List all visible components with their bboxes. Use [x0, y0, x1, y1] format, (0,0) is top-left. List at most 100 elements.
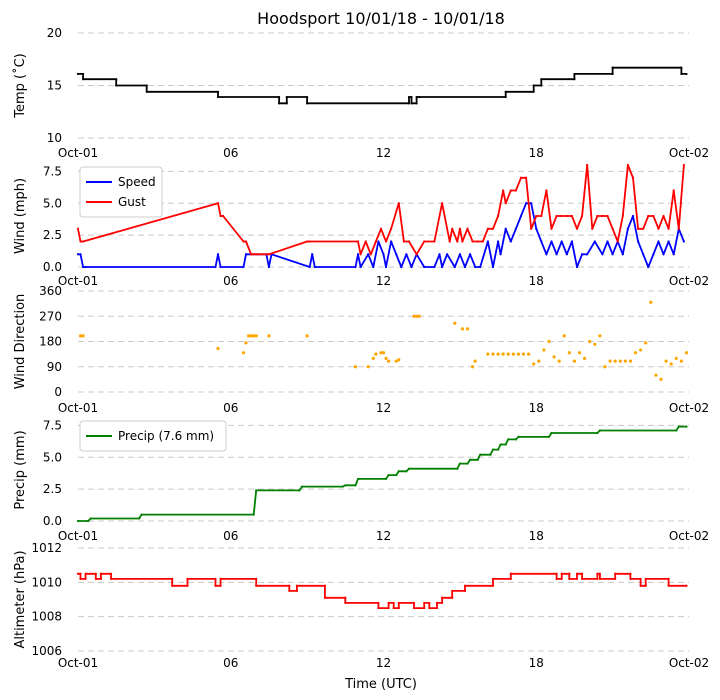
data-point [219, 577, 222, 581]
data-point [540, 240, 543, 243]
data-point [387, 606, 390, 610]
data-point [606, 214, 609, 218]
data-point [491, 352, 495, 356]
data-point [387, 474, 390, 477]
data-point [305, 334, 309, 338]
data-point [219, 214, 222, 218]
data-point [675, 429, 678, 432]
data-point [504, 202, 507, 205]
data-point [491, 577, 495, 581]
data-point [463, 584, 467, 587]
data-point [219, 265, 222, 269]
data-point [407, 95, 411, 99]
data-point [145, 84, 148, 87]
data-point [560, 577, 563, 581]
data-point [598, 334, 602, 338]
data-point [423, 606, 426, 610]
data-point [580, 253, 584, 256]
data-point [252, 253, 255, 256]
data-point [451, 596, 454, 599]
data-point [423, 240, 426, 243]
panel-2: 0.0 2.5 5.0 7.5 Wind (mph) Oct-01 06 12 18 Oct-02… [13, 163, 709, 288]
data-point [540, 84, 543, 87]
data-point [667, 227, 670, 230]
y-tick-label: 20 [47, 26, 62, 40]
data-point [89, 517, 92, 520]
data-point [491, 448, 495, 451]
x-tick-label: 06 [223, 656, 238, 670]
data-point [598, 572, 601, 575]
data-point [540, 214, 543, 218]
data-point [639, 577, 642, 581]
data-point [412, 606, 416, 610]
x-tick-label: Oct-01 [58, 401, 98, 415]
data-point [507, 438, 510, 441]
data-point [418, 95, 421, 99]
data-point [344, 601, 347, 605]
data-point [517, 435, 520, 438]
data-point [344, 596, 347, 599]
y-tick-label: 180 [39, 335, 62, 349]
data-point [479, 265, 482, 269]
x-tick-label: 18 [529, 401, 544, 415]
data-point [601, 253, 604, 256]
y-tick-label: 2.5 [43, 228, 62, 242]
data-point [596, 214, 599, 218]
data-point [415, 95, 418, 99]
data-point [79, 240, 82, 243]
series-line [78, 425, 687, 522]
data-point [657, 240, 660, 243]
y-tick-label: 1010 [31, 575, 62, 589]
data-point [680, 66, 683, 69]
data-point [390, 227, 393, 230]
data-point [285, 102, 288, 105]
data-point [530, 227, 533, 230]
data-point [252, 334, 256, 338]
panel-1: 10 15 20 Temp (˚C) Oct-01 06 12 18 Oct-02 [12, 26, 709, 160]
data-point [387, 601, 390, 605]
data-point [417, 314, 421, 318]
data-point [647, 214, 650, 218]
data-point [374, 240, 377, 243]
data-point [550, 240, 553, 243]
data-point [532, 84, 535, 87]
data-point [433, 240, 436, 243]
data-point [278, 102, 281, 105]
data-point [440, 596, 444, 599]
data-point [397, 601, 400, 605]
data-point [608, 359, 612, 363]
data-point [476, 458, 479, 461]
data-point [562, 334, 566, 338]
data-point [252, 513, 255, 516]
legend-label: Speed [118, 175, 156, 189]
x-tick-label: 12 [376, 401, 391, 415]
data-point [214, 265, 217, 269]
data-point [440, 265, 444, 269]
data-point [565, 214, 568, 218]
data-point [621, 214, 624, 218]
data-point [76, 227, 80, 230]
legend-label: Gust [118, 195, 146, 209]
data-point [560, 240, 563, 243]
data-point [171, 577, 174, 581]
data-point [255, 489, 258, 492]
data-point [664, 359, 668, 363]
data-point [545, 253, 548, 256]
data-point [577, 351, 582, 355]
data-point [79, 577, 82, 581]
data-point [547, 435, 551, 438]
data-point [524, 176, 528, 179]
data-point [560, 572, 563, 575]
data-point [249, 334, 253, 338]
data-point [631, 214, 635, 218]
x-tick-label: 12 [376, 656, 391, 670]
data-point [381, 351, 386, 355]
data-point [76, 72, 80, 76]
data-point [669, 362, 673, 366]
y-tick-label: 1012 [31, 541, 62, 555]
data-point [527, 352, 531, 356]
data-point [636, 227, 640, 230]
data-point [308, 265, 311, 269]
data-point [465, 327, 470, 331]
